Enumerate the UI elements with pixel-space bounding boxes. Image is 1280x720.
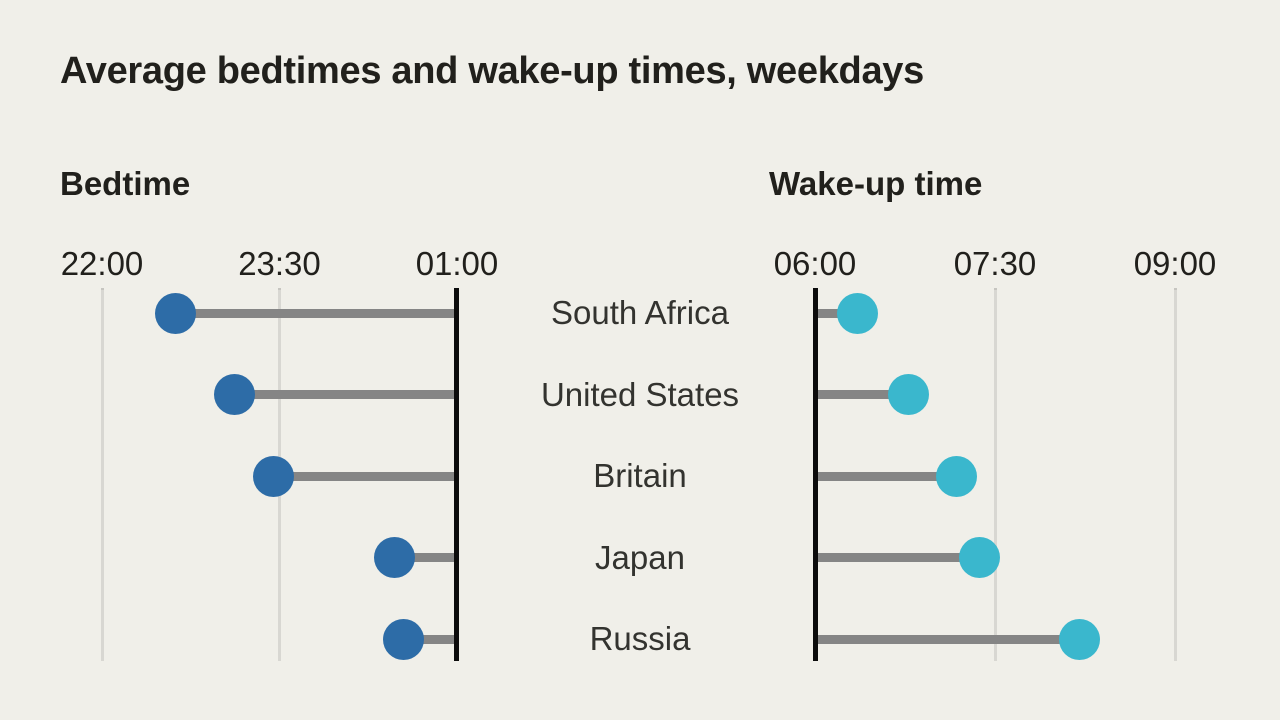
country-label-Britain: Britain	[593, 457, 687, 494]
dot-bedtime-Japan	[373, 537, 415, 578]
chart-title: Average bedtimes and wake-up times, week…	[60, 50, 924, 92]
stem-bedtime-South Africa	[175, 308, 458, 318]
gridline-wake-07:30	[993, 290, 997, 661]
gridline-wake-09:00	[1173, 290, 1177, 661]
tick-label-bedtime-01:00: 01:00	[415, 245, 499, 282]
stem-bedtime-Britain	[273, 471, 458, 481]
tick-label-bedtime-22:00: 22:00	[60, 245, 144, 282]
baseline-wake	[812, 288, 818, 661]
gridline-bedtime-22:00	[100, 290, 104, 661]
wakeup-panel-header: Wake-up time	[769, 165, 983, 202]
stem-wake-Japan	[814, 553, 980, 562]
stem-wake-United States	[814, 390, 909, 399]
tick-label-wake-09:00: 09:00	[1133, 245, 1217, 282]
dot-wake-Britain	[936, 455, 978, 497]
dot-wake-Japan	[958, 537, 1000, 578]
stem-bedtime-United States	[234, 390, 458, 399]
dot-wake-United States	[888, 374, 930, 415]
stem-wake-Britain	[814, 471, 957, 481]
dot-bedtime-Britain	[253, 455, 295, 497]
country-label-Russia: Russia	[589, 620, 691, 657]
dot-bedtime-South Africa	[154, 292, 196, 334]
country-label-South Africa: South Africa	[551, 294, 729, 331]
bedtime-panel-header: Bedtime	[60, 165, 191, 202]
country-label-Japan: Japan	[595, 538, 685, 576]
dot-bedtime-United States	[214, 374, 256, 415]
dot-wake-South Africa	[836, 292, 878, 334]
stem-bedtime-Russia	[403, 634, 458, 644]
dot-wake-Russia	[1058, 618, 1100, 660]
country-label-United States: United States	[540, 375, 740, 413]
dot-bedtime-Russia	[383, 618, 425, 660]
stem-wake-South Africa	[814, 308, 857, 318]
stem-wake-Russia	[814, 634, 1079, 644]
baseline-bedtime	[454, 288, 460, 661]
tick-label-wake-07:30: 07:30	[953, 245, 1037, 282]
tick-label-bedtime-23:30: 23:30	[238, 245, 321, 282]
tick-label-wake-06:00: 06:00	[773, 245, 857, 282]
stem-bedtime-Japan	[394, 553, 458, 562]
